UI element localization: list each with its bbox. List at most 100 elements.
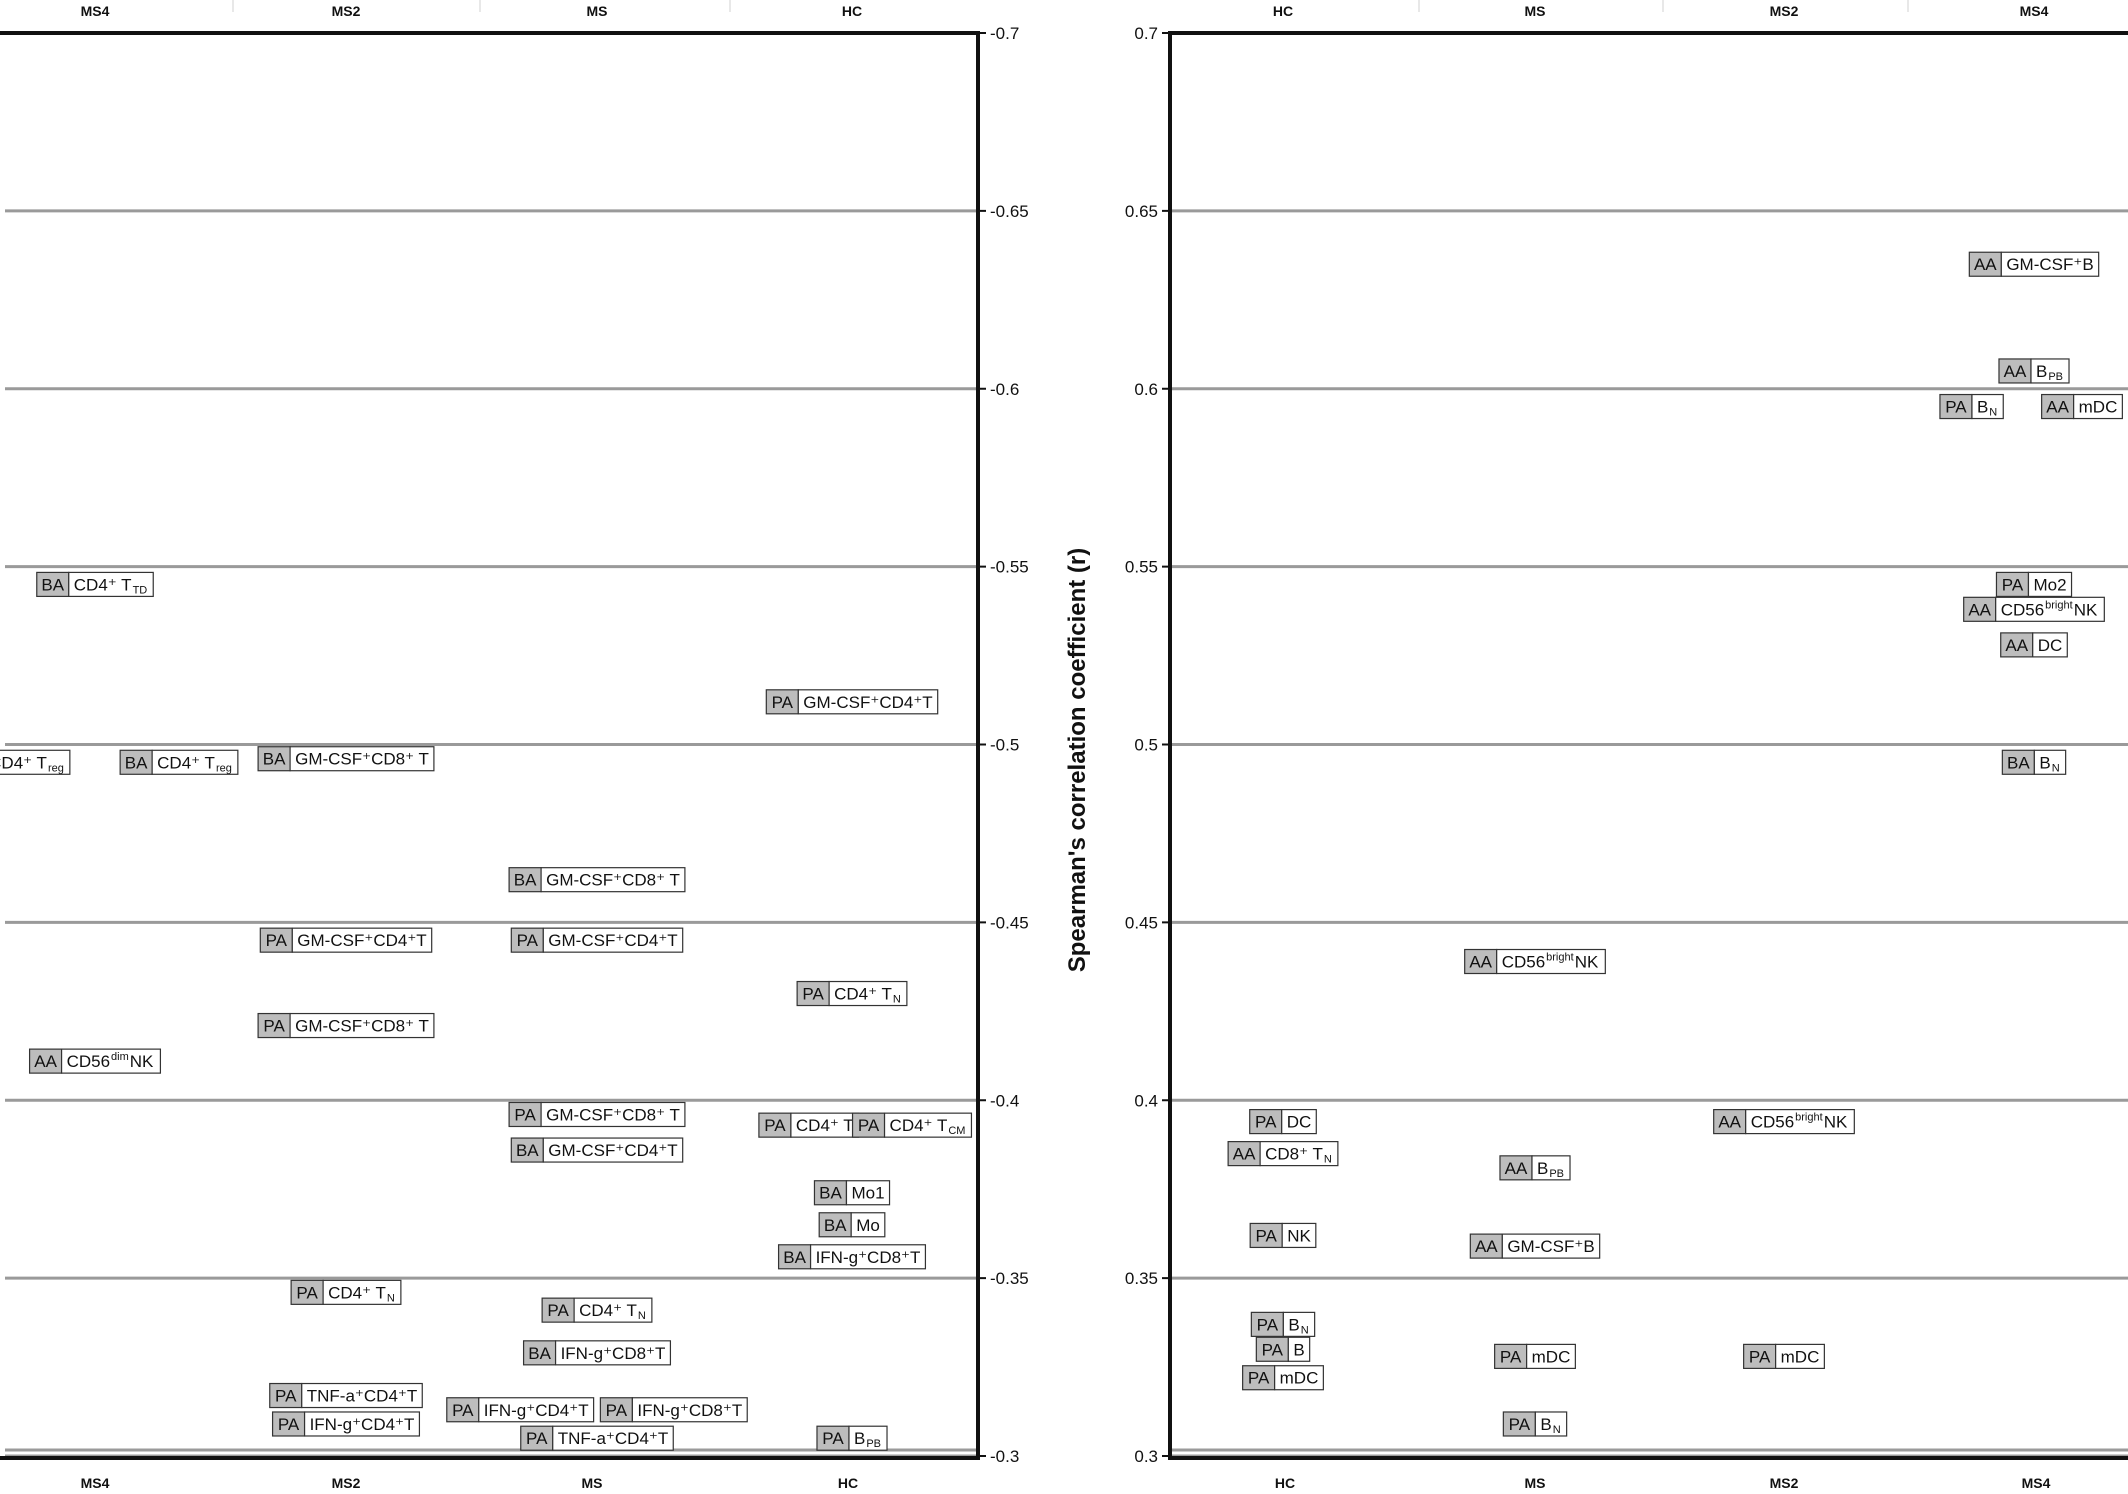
- category-label-bottom: MS: [582, 1475, 603, 1491]
- cell-label-box: [2073, 393, 2123, 420]
- source-tag-box: [269, 1382, 303, 1409]
- cell-label: IFN-g⁺CD8⁺T: [816, 1248, 921, 1267]
- source-tag: AA: [1233, 1145, 1256, 1164]
- data-point-label: AA GM-CSF⁺B: [1469, 1233, 1601, 1259]
- category-label-bottom: MS2: [332, 1475, 361, 1491]
- source-tag: BA: [514, 871, 537, 890]
- cell-label-box: [883, 1112, 973, 1138]
- cell-label: GM-CSF⁺CD8⁺ T: [295, 750, 429, 769]
- data-point-label: PA TNF-a⁺CD4⁺T: [520, 1425, 674, 1451]
- data-point-label: BA BN: [2001, 749, 2067, 775]
- data-point-label: PA CD4⁺ TN: [796, 980, 908, 1007]
- cell-label: GM-CSF⁺CD4⁺T: [548, 1141, 677, 1160]
- source-tag-box: [28, 1048, 63, 1074]
- data-point-label: PA DC: [1249, 1108, 1317, 1135]
- source-tag: PA: [1255, 1226, 1277, 1245]
- source-tag-box: [1998, 358, 2032, 384]
- data-point-label: BA CD4⁺ TTD: [36, 571, 154, 598]
- cell-label: BPB: [2036, 362, 2063, 383]
- y-tick-label: 0.5: [1134, 736, 1158, 755]
- data-point-label: PA IFN-g⁺CD4⁺T: [271, 1411, 421, 1437]
- y-tick-label: -0.45: [990, 913, 1029, 932]
- category-label-top: MS4: [81, 3, 110, 19]
- cell-label: BPB: [854, 1429, 881, 1450]
- source-tag: AA: [1469, 953, 1492, 972]
- source-tag: PA: [526, 1429, 548, 1448]
- cell-label-box: [2000, 251, 2100, 277]
- data-point-label: PA BN: [1250, 1311, 1316, 1337]
- cell-label: B: [1293, 1340, 1304, 1359]
- source-tag-box: [1713, 1108, 1747, 1135]
- cell-label-box: [1531, 1155, 1571, 1181]
- data-point-label: BA GM-CSF⁺CD8⁺ T: [508, 867, 686, 893]
- cell-label: mDC: [1532, 1347, 1571, 1366]
- cell-label-box: [1274, 1365, 1324, 1391]
- y-tick-label: 0.4: [1134, 1091, 1158, 1110]
- cell-label-box: [542, 927, 684, 953]
- source-tag-box: [816, 1425, 850, 1451]
- source-tag-box: [777, 1244, 812, 1270]
- cell-label: BPB: [1537, 1159, 1564, 1180]
- cell-label-box: [631, 1397, 748, 1423]
- cell-label: CD4⁺ T: [796, 1116, 854, 1135]
- source-tag: PA: [802, 985, 824, 1004]
- source-tag: PA: [1509, 1415, 1531, 1434]
- source-tag: PA: [1257, 1315, 1279, 1334]
- right-panel: 0.7 0.65 0.6 0.55 0.5 0.45 0.4 0.35 0.3 HC HC MS MS M…: [1125, 0, 2128, 1491]
- source-tag-box: [1464, 948, 1498, 975]
- cell-label-box: [809, 1244, 927, 1270]
- cell-label-box: [1287, 1336, 1311, 1362]
- y-tick-label: 0.35: [1125, 1269, 1158, 1288]
- cell-label: CD56brightNK: [1502, 952, 1599, 972]
- source-tag: PA: [514, 1105, 536, 1124]
- source-tag-box: [541, 1297, 575, 1323]
- source-tag: PA: [858, 1116, 880, 1135]
- cell-label: CD56dimNK: [67, 1051, 154, 1071]
- source-tag: PA: [822, 1429, 844, 1448]
- y-tick-label: -0.6: [990, 380, 1019, 399]
- category-label-bottom: MS4: [81, 1475, 110, 1491]
- cell-label: BN: [1977, 398, 1997, 419]
- cell-label-box: [151, 749, 239, 775]
- data-point-label: PA CD4⁺ TN: [290, 1279, 402, 1305]
- source-tag-box: [1499, 1155, 1533, 1181]
- source-tag: AA: [2004, 362, 2027, 381]
- cell-label: CD4⁺ TTD: [74, 575, 148, 596]
- cell-label: IFN-g⁺CD4⁺T: [310, 1415, 415, 1434]
- source-tag: PA: [278, 1415, 300, 1434]
- source-tag-box: [508, 867, 542, 893]
- source-tag: PA: [266, 931, 288, 950]
- cell-label: mDC: [1280, 1369, 1319, 1388]
- source-tag: PA: [2002, 575, 2024, 594]
- cell-label: GM-CSF⁺CD8⁺ T: [295, 1017, 429, 1036]
- category-label-top: HC: [842, 3, 862, 19]
- data-point-label: AA CD8⁺ TN: [1227, 1141, 1339, 1167]
- source-tag: PA: [1255, 1113, 1277, 1132]
- source-tag-box: [522, 1340, 557, 1366]
- data-point-label: BA GM-CSF⁺CD8⁺ T: [257, 746, 435, 772]
- cell-label-box: [790, 1112, 860, 1138]
- source-tag-box: [1939, 393, 1973, 420]
- source-tag: BA: [783, 1248, 806, 1267]
- source-tag-box: [1494, 1343, 1528, 1369]
- source-tag-box: [1995, 571, 2030, 598]
- source-tag: AA: [2046, 398, 2069, 417]
- source-tag: PA: [1749, 1347, 1771, 1366]
- source-tag-box: [1469, 1233, 1503, 1259]
- source-tag-box: [796, 980, 830, 1007]
- cell-label-box: [303, 1411, 421, 1437]
- cell-label-box: [289, 746, 435, 772]
- source-tag: BA: [819, 1184, 842, 1203]
- source-tag-box: [599, 1397, 633, 1423]
- cell-label-box: [573, 1297, 653, 1323]
- source-tag-box: [510, 927, 544, 953]
- y-tick-label: -0.7: [990, 24, 1019, 43]
- data-point-label: BA IFN-g⁺CD8⁺T: [522, 1340, 672, 1366]
- cell-label-box: [540, 867, 686, 893]
- data-point-label: PA mDC: [1242, 1365, 1324, 1391]
- cell-label: CD4⁺ TCM: [890, 1116, 966, 1137]
- cell-label: CD8⁺ TN: [1265, 1145, 1332, 1166]
- source-tag-box: [2000, 632, 2034, 658]
- source-tag-box: [1743, 1343, 1777, 1369]
- data-point-label: PA TNF-a⁺CD4⁺T: [269, 1382, 423, 1409]
